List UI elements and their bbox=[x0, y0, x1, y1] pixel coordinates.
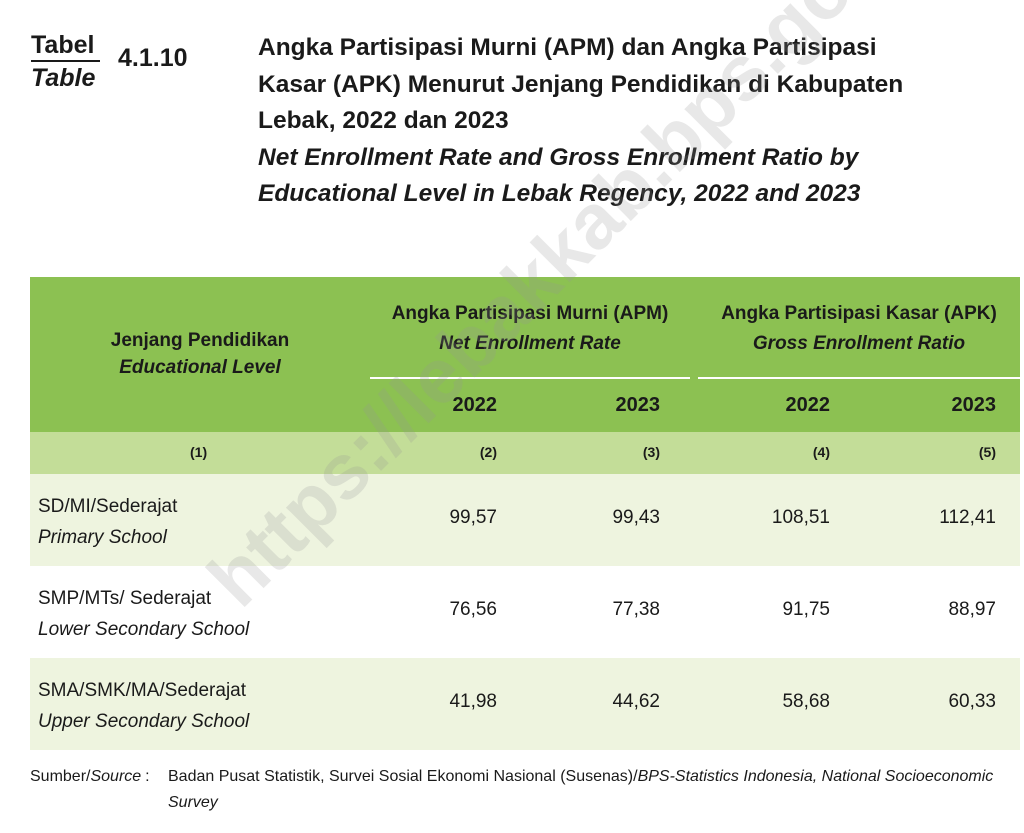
row-label: SMP/MTs/ Sederajat Lower Secondary Schoo… bbox=[38, 583, 249, 645]
table-cell: 99,43 bbox=[612, 507, 660, 528]
title-id-line-2: Kasar (APK) Menurut Jenjang Pendidikan d… bbox=[258, 70, 904, 98]
row-label-en: Primary School bbox=[38, 527, 167, 548]
table-cell: 108,51 bbox=[771, 507, 830, 528]
header-divider bbox=[698, 377, 1020, 379]
title-id-line-3: Lebak, 2022 dan 2023 bbox=[258, 107, 509, 134]
header-apm: Angka Partisipasi Murni (APM) Net Enroll… bbox=[370, 299, 690, 359]
header-educational-level: Jenjang Pendidikan Educational Level bbox=[30, 327, 370, 381]
header-year: 2022 bbox=[452, 394, 498, 416]
header-year: 2023 bbox=[615, 394, 661, 416]
table-number: 4.1.10 bbox=[118, 44, 188, 72]
table-label-id: Tabel bbox=[31, 30, 101, 62]
row-label-en: Upper Secondary School bbox=[38, 711, 250, 732]
table-cell: 44,62 bbox=[612, 691, 660, 712]
column-number: (4) bbox=[812, 444, 830, 460]
row-label: SD/MI/Sederajat Primary School bbox=[38, 491, 177, 553]
table-header: Jenjang Pendidikan Educational Level Ang… bbox=[30, 277, 1020, 432]
table-cell: 91,75 bbox=[782, 599, 830, 620]
header-apk-en: Gross Enrollment Ratio bbox=[752, 333, 966, 354]
table-label-en: Table bbox=[31, 64, 96, 92]
header-divider bbox=[370, 377, 690, 379]
header-apm-id: Angka Partisipasi Murni (APM) bbox=[391, 303, 669, 324]
header-apk: Angka Partisipasi Kasar (APK) Gross Enro… bbox=[698, 299, 1020, 359]
row-label-en: Lower Secondary School bbox=[38, 619, 250, 640]
table-cell: 76,56 bbox=[449, 599, 497, 620]
table-row: SD/MI/Sederajat Primary School 99,57 99,… bbox=[30, 474, 1020, 566]
column-number: (2) bbox=[479, 444, 497, 460]
table-row: SMA/SMK/MA/Sederajat Upper Secondary Sch… bbox=[30, 658, 1020, 750]
header-year: 2022 bbox=[785, 394, 831, 416]
table-cell: 41,98 bbox=[449, 691, 497, 712]
table-label: Tabel Table bbox=[31, 30, 107, 94]
header-apk-id: Angka Partisipasi Kasar (APK) bbox=[721, 303, 997, 324]
header-apm-en: Net Enrollment Rate bbox=[439, 333, 621, 354]
column-number: (1) bbox=[190, 444, 208, 460]
table-cell: 58,68 bbox=[782, 691, 830, 712]
header-year: 2023 bbox=[951, 394, 997, 416]
row-label: SMA/SMK/MA/Sederajat Upper Secondary Sch… bbox=[38, 675, 249, 737]
row-label-id: SMA/SMK/MA/Sederajat bbox=[38, 680, 247, 701]
column-number: (3) bbox=[642, 444, 660, 460]
header-col1-en: Educational Level bbox=[119, 357, 281, 378]
table-cell: 60,33 bbox=[948, 691, 996, 712]
row-label-id: SD/MI/Sederajat bbox=[38, 496, 178, 517]
source-text: Badan Pusat Statistik, Survei Sosial Eko… bbox=[168, 768, 994, 811]
table-title: Angka Partisipasi Murni (APM) dan Angka … bbox=[258, 30, 998, 213]
table-cell: 112,41 bbox=[939, 507, 996, 528]
title-id-line-1: Angka Partisipasi Murni (APM) dan Angka … bbox=[258, 34, 877, 61]
row-label-id: SMP/MTs/ Sederajat bbox=[38, 588, 212, 609]
data-table: Jenjang Pendidikan Educational Level Ang… bbox=[30, 277, 1020, 750]
column-number: (5) bbox=[978, 444, 996, 460]
table-cell: 99,57 bbox=[449, 507, 497, 528]
title-en-line-1: Net Enrollment Rate and Gross Enrollment… bbox=[258, 143, 859, 171]
table-cell: 77,38 bbox=[612, 599, 660, 620]
header-col1-id: Jenjang Pendidikan bbox=[110, 330, 290, 351]
column-number-row: (1) (2) (3) (4) (5) bbox=[30, 432, 1020, 474]
table-cell: 88,97 bbox=[948, 599, 996, 620]
table-row: SMP/MTs/ Sederajat Lower Secondary Schoo… bbox=[30, 566, 1020, 658]
title-en-line-2: Educational Level in Lebak Regency, 2022… bbox=[258, 180, 861, 207]
source-label: Sumber/Source: bbox=[30, 768, 150, 785]
